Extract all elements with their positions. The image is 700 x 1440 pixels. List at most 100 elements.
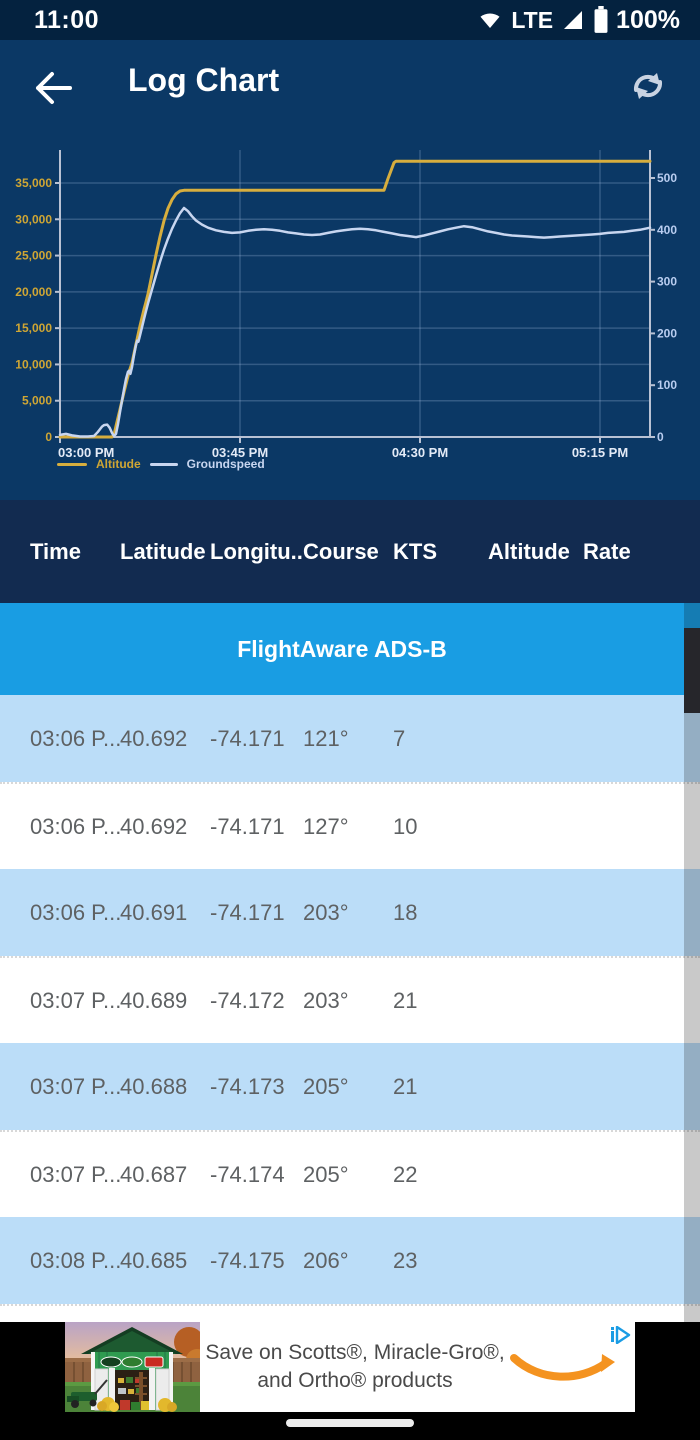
- svg-text:04:30 PM: 04:30 PM: [392, 445, 448, 460]
- cell-kts: 18: [393, 899, 418, 925]
- data-source-banner: FlightAware ADS-B: [0, 603, 700, 695]
- battery-icon: [594, 6, 608, 33]
- ad-copy-line1: Save on Scotts®, Miracle-Gro®,: [205, 1341, 505, 1364]
- svg-text:500: 500: [657, 171, 677, 185]
- cell-longitu: -74.173: [210, 1073, 285, 1099]
- column-header-rate: Rate: [583, 538, 631, 564]
- cell-kts: 22: [393, 1161, 418, 1187]
- cell-latitude: 40.691: [120, 899, 188, 925]
- column-header-latitude: Latitude: [120, 538, 206, 564]
- column-header-kts: KTS: [393, 538, 437, 564]
- signal-strength-icon: [564, 11, 583, 29]
- altitude-legend-label: Altitude: [96, 457, 141, 471]
- ad-copy-line2: and Ortho® products: [257, 1369, 453, 1392]
- table-row: 03:07 P... 40.688 -74.173 205° 21: [0, 1043, 700, 1130]
- cell-kts: 23: [393, 1247, 418, 1273]
- cell-kts: 21: [393, 1073, 418, 1099]
- cell-longitu: -74.171: [210, 725, 285, 751]
- wifi-icon: [480, 13, 500, 28]
- svg-text:30,000: 30,000: [15, 212, 52, 226]
- scrollbar-track[interactable]: [684, 603, 700, 1322]
- garden-shed-ad-image: [65, 1322, 200, 1412]
- svg-text:15,000: 15,000: [15, 321, 52, 335]
- svg-text:35,000: 35,000: [15, 176, 52, 190]
- table-row: 03:06 P... 40.692 -74.171 127° 10: [0, 782, 700, 869]
- cell-time: 03:06 P...: [30, 813, 120, 839]
- cell-longitu: -74.171: [210, 813, 285, 839]
- table-header-band: Time Latitude Longitu... Course KTS Altitude R…: [0, 500, 700, 603]
- cell-course: 206°: [303, 1247, 349, 1273]
- page-title: Log Chart: [128, 62, 280, 98]
- ad-copy: Save on Scotts®, Miracle-Gro®, and Ortho…: [205, 1322, 505, 1412]
- status-bar: 11:00 LTE 100%: [0, 0, 700, 40]
- cell-time: 03:08 P...: [30, 1247, 120, 1273]
- svg-text:0: 0: [45, 430, 52, 444]
- ad-container: Save on Scotts®, Miracle-Gro®, and Ortho…: [0, 1322, 700, 1412]
- svg-text:0: 0: [657, 430, 664, 444]
- cell-latitude: 40.687: [120, 1161, 188, 1187]
- clock: 11:00: [34, 5, 100, 34]
- cell-longitu: -74.172: [210, 987, 285, 1013]
- cell-latitude: 40.688: [120, 1073, 188, 1099]
- cell-course: 121°: [303, 725, 349, 751]
- cell-time: 03:07 P...: [30, 987, 120, 1013]
- scrollbar-thumb[interactable]: [684, 628, 700, 713]
- cell-course: 205°: [303, 1073, 349, 1099]
- cell-time: 03:06 P...: [30, 899, 120, 925]
- back-arrow-icon[interactable]: [30, 68, 74, 108]
- svg-text:100: 100: [657, 378, 677, 392]
- cell-course: 127°: [303, 813, 349, 839]
- column-header-course: Course: [303, 538, 379, 564]
- cell-course: 203°: [303, 899, 349, 925]
- home-indicator[interactable]: [286, 1419, 414, 1427]
- cell-latitude: 40.689: [120, 987, 188, 1013]
- cell-course: 203°: [303, 987, 349, 1013]
- cell-time: 03:06 P...: [30, 725, 120, 751]
- table-row: 03:08 P... 40.685 -74.175 206° 23: [0, 1217, 700, 1304]
- svg-text:05:15 PM: 05:15 PM: [572, 445, 628, 460]
- table-row: 03:06 P... 40.692 -74.171 121° 7: [0, 695, 700, 782]
- refresh-icon[interactable]: [626, 64, 670, 108]
- svg-text:10,000: 10,000: [15, 357, 52, 371]
- cell-kts: 21: [393, 987, 418, 1013]
- cell-time: 03:07 P...: [30, 1073, 120, 1099]
- groundspeed-legend-swatch: [149, 462, 178, 466]
- cell-kts: 10: [393, 813, 418, 839]
- column-header-longitu: Longitu...: [210, 538, 303, 564]
- svg-text:5,000: 5,000: [22, 394, 52, 408]
- svg-text:03:00 PM: 03:00 PM: [58, 445, 114, 460]
- svg-text:25,000: 25,000: [15, 249, 52, 263]
- network-type-label: LTE: [511, 6, 554, 33]
- svg-text:20,000: 20,000: [15, 285, 52, 299]
- chart-legend: Altitude Groundspeed: [57, 457, 265, 471]
- amazon-smile-icon: [510, 1354, 615, 1381]
- table-row-partial: [0, 1304, 700, 1322]
- column-header-time: Time: [30, 538, 81, 564]
- battery-percent-label: 100%: [616, 5, 680, 34]
- gesture-nav-bar: [0, 1412, 700, 1440]
- cell-kts: 7: [393, 725, 406, 751]
- table-row: 03:07 P... 40.687 -74.174 205° 22: [0, 1130, 700, 1217]
- svg-text:400: 400: [657, 223, 677, 237]
- cell-latitude: 40.685: [120, 1247, 188, 1273]
- adchoices-icon[interactable]: [609, 1326, 631, 1344]
- groundspeed-legend-label: Groundspeed: [186, 457, 265, 471]
- column-header-altitude: Altitude: [488, 538, 570, 564]
- table-header-row: Time Latitude Longitu... Course KTS Altitude R…: [0, 500, 700, 603]
- cell-time: 03:07 P...: [30, 1161, 120, 1187]
- cell-longitu: -74.171: [210, 899, 285, 925]
- flight-log-table[interactable]: 03:06 P... 40.692 -74.171 121° 7 03:06 P... 40…: [0, 695, 700, 1322]
- svg-text:200: 200: [657, 326, 677, 340]
- app-bar: Log Chart: [0, 40, 700, 135]
- table-row: 03:06 P... 40.691 -74.171 203° 18: [0, 869, 700, 956]
- cell-latitude: 40.692: [120, 813, 188, 839]
- cell-longitu: -74.175: [210, 1247, 285, 1273]
- cell-latitude: 40.692: [120, 725, 188, 751]
- svg-text:03:45 PM: 03:45 PM: [212, 445, 268, 460]
- chart-canvas: 0 5,000 10,000 15,000 20,000 25,000 30,000 35,0…: [15, 150, 677, 460]
- log-chart[interactable]: 0 5,000 10,000 15,000 20,000 25,000 30,000 35,0…: [0, 135, 700, 500]
- data-source-label: FlightAware ADS-B: [237, 635, 447, 662]
- table-row: 03:07 P... 40.689 -74.172 203° 21: [0, 956, 700, 1043]
- ad-banner[interactable]: Save on Scotts®, Miracle-Gro®, and Ortho…: [65, 1322, 635, 1412]
